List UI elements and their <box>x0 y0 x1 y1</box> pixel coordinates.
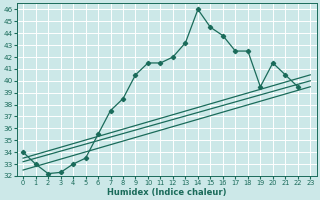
X-axis label: Humidex (Indice chaleur): Humidex (Indice chaleur) <box>107 188 227 197</box>
